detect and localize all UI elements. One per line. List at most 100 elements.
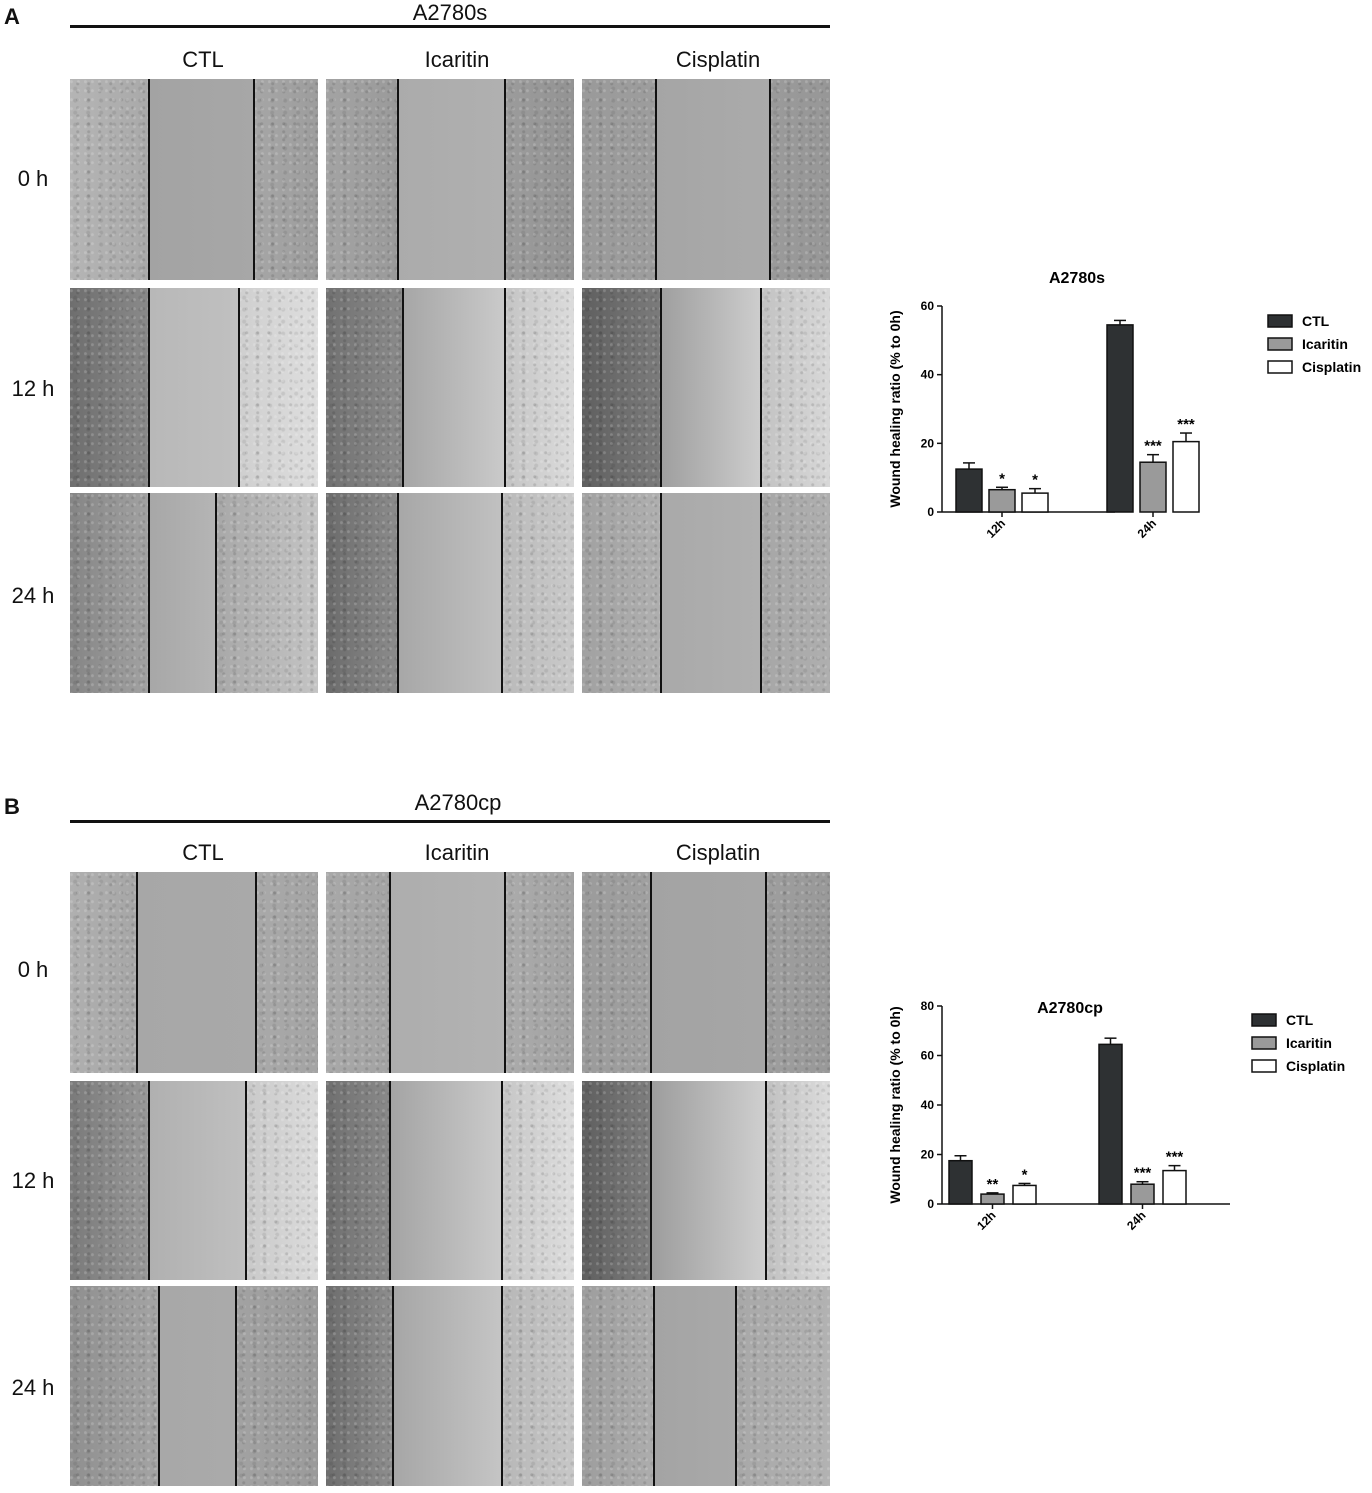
panel-b-micrograph-cisplatin-24h	[582, 1286, 830, 1486]
panel-a-micrograph-cisplatin-0h	[582, 79, 830, 280]
wound-edge-line	[501, 493, 504, 693]
legend-swatch-cisplatin	[1267, 360, 1293, 374]
bar-icaritin-24h	[1130, 1183, 1155, 1205]
y-tick-label: 0	[927, 505, 934, 519]
panel-a-micrograph-icaritin-12h	[326, 288, 574, 487]
wound-edge-line	[148, 79, 151, 280]
bar-icaritin-24h	[1139, 461, 1167, 513]
wound-edge-line	[764, 1081, 767, 1280]
x-tick-label: 24h	[1124, 1208, 1149, 1233]
legend-swatch-ctl	[1251, 1013, 1277, 1027]
panel-b-micrograph-ctl-0h	[70, 872, 318, 1073]
legend-swatch-icaritin	[1267, 337, 1293, 351]
bar-ctl-24h	[1098, 1043, 1123, 1205]
panel-a-col-ctl: CTL	[182, 47, 224, 72]
bar-icaritin-12h	[988, 488, 1016, 513]
bar-ctl-24h	[1106, 324, 1134, 513]
significance-marker: ***	[1177, 416, 1195, 433]
legend-label-ctl: CTL	[1302, 313, 1330, 329]
panel-b-micrograph-cisplatin-12h	[582, 1081, 830, 1280]
wound-edge-line	[148, 493, 151, 693]
panel-b-col-icaritin: Icaritin	[424, 840, 490, 865]
y-tick-label: 60	[921, 299, 935, 313]
wound-edge-line	[401, 288, 404, 487]
wound-edge-line	[501, 1081, 504, 1280]
y-axis-label: Wound healing ratio (% to 0h)	[887, 1006, 903, 1203]
chart-a2780cp: A2780cp Wound healing ratio (% to 0h) 0 20 4…	[887, 999, 1345, 1233]
wound-edge-line	[769, 79, 772, 280]
wound-edge-line	[655, 79, 658, 280]
wound-edge-line	[235, 1286, 238, 1486]
x-tick-label: 24h	[1135, 516, 1160, 541]
legend-swatch-icaritin	[1251, 1036, 1277, 1050]
legend-label-ctl: CTL	[1286, 1012, 1314, 1028]
wound-edge-line	[255, 872, 257, 1073]
wound-edge-line	[503, 288, 506, 487]
legend-swatch-cisplatin	[1251, 1059, 1277, 1073]
panel-b-col-ctl: CTL	[182, 840, 224, 865]
y-tick-label: 40	[921, 368, 935, 382]
significance-marker: *	[1032, 472, 1038, 489]
y-tick-label: 20	[921, 1148, 935, 1162]
wound-edge-line	[389, 1081, 392, 1280]
panel-b-row-12h: 12 h	[11, 1168, 55, 1193]
y-axis-label: Wound healing ratio (% to 0h)	[887, 310, 903, 507]
bar-cisplatin-24h	[1172, 440, 1200, 513]
wound-edge-line	[396, 493, 399, 693]
panel-a-row-0h: 0 h	[17, 166, 49, 191]
wound-edge-line	[660, 288, 663, 487]
panel-a-row-12h: 12 h	[11, 376, 55, 401]
panel-a-micrograph-cisplatin-12h	[582, 288, 830, 487]
y-tick-label: 20	[921, 436, 935, 450]
panel-b-micrograph-cisplatin-0h	[582, 872, 830, 1073]
wound-edge-line	[245, 1081, 248, 1280]
wound-edge-line	[158, 1286, 161, 1486]
panel-a-col-icaritin: Icaritin	[424, 47, 490, 72]
bar-ctl-12h	[948, 1159, 973, 1205]
panel-a-micrograph-icaritin-0h	[326, 79, 574, 280]
panel-a-micrograph-ctl-24h	[70, 493, 318, 693]
wound-edge-line	[759, 493, 762, 693]
panel-b-micrograph-icaritin-24h	[326, 1286, 574, 1486]
panel-b-col-cisplatin: Cisplatin	[675, 840, 761, 865]
significance-marker: ***	[1134, 1165, 1152, 1182]
bar-icaritin-12h	[980, 1193, 1005, 1205]
panel-a-row-24h: 24 h	[11, 583, 55, 608]
panel-a-micrograph-ctl-0h	[70, 79, 318, 280]
significance-marker: ***	[1144, 438, 1162, 455]
significance-marker: **	[987, 1176, 999, 1193]
legend-label-icaritin: Icaritin	[1302, 336, 1348, 352]
y-tick-label: 0	[927, 1197, 934, 1211]
x-tick-label: 12h	[974, 1208, 999, 1233]
panel-b-row-0h: 0 h	[17, 957, 49, 982]
wound-edge-line	[734, 1286, 737, 1486]
wound-edge-line	[650, 872, 653, 1073]
legend-swatch-ctl	[1267, 314, 1293, 328]
wound-edge-line	[237, 288, 240, 487]
wound-edge-line	[652, 1286, 655, 1486]
bar-cisplatin-12h	[1021, 492, 1049, 513]
bar-cisplatin-12h	[1012, 1184, 1037, 1205]
panel-a-cell-line-title: A2780s	[412, 0, 488, 25]
panel-b-micrograph-icaritin-12h	[326, 1081, 574, 1280]
panel-a-col-cisplatin: Cisplatin	[675, 47, 761, 72]
panel-b-micrograph-ctl-12h	[70, 1081, 318, 1280]
legend-label-icaritin: Icaritin	[1286, 1035, 1332, 1051]
wound-edge-line	[764, 872, 767, 1073]
wound-edge-line	[503, 872, 506, 1073]
panel-a-micrograph-ctl-12h	[70, 288, 318, 487]
wound-edge-line	[503, 79, 506, 280]
panel-b-micrograph-ctl-24h	[70, 1286, 318, 1486]
chart-a2780s: A2780s Wound healing ratio (% to 0h) 0 20 40…	[887, 270, 1361, 541]
panel-a-micrograph-icaritin-24h	[326, 493, 574, 693]
y-tick-label: 60	[921, 1049, 935, 1063]
bar-ctl-12h	[955, 468, 983, 513]
significance-marker: *	[999, 470, 1005, 487]
wound-edge-line	[148, 288, 151, 487]
legend-label-cisplatin: Cisplatin	[1302, 359, 1361, 375]
wound-edge-line	[215, 493, 218, 693]
panel-b-letter: B	[4, 794, 20, 819]
panel-b-cell-line-title: A2780cp	[414, 790, 502, 815]
wound-edge-line	[650, 1081, 653, 1280]
panel-a-title-rule	[70, 25, 830, 28]
